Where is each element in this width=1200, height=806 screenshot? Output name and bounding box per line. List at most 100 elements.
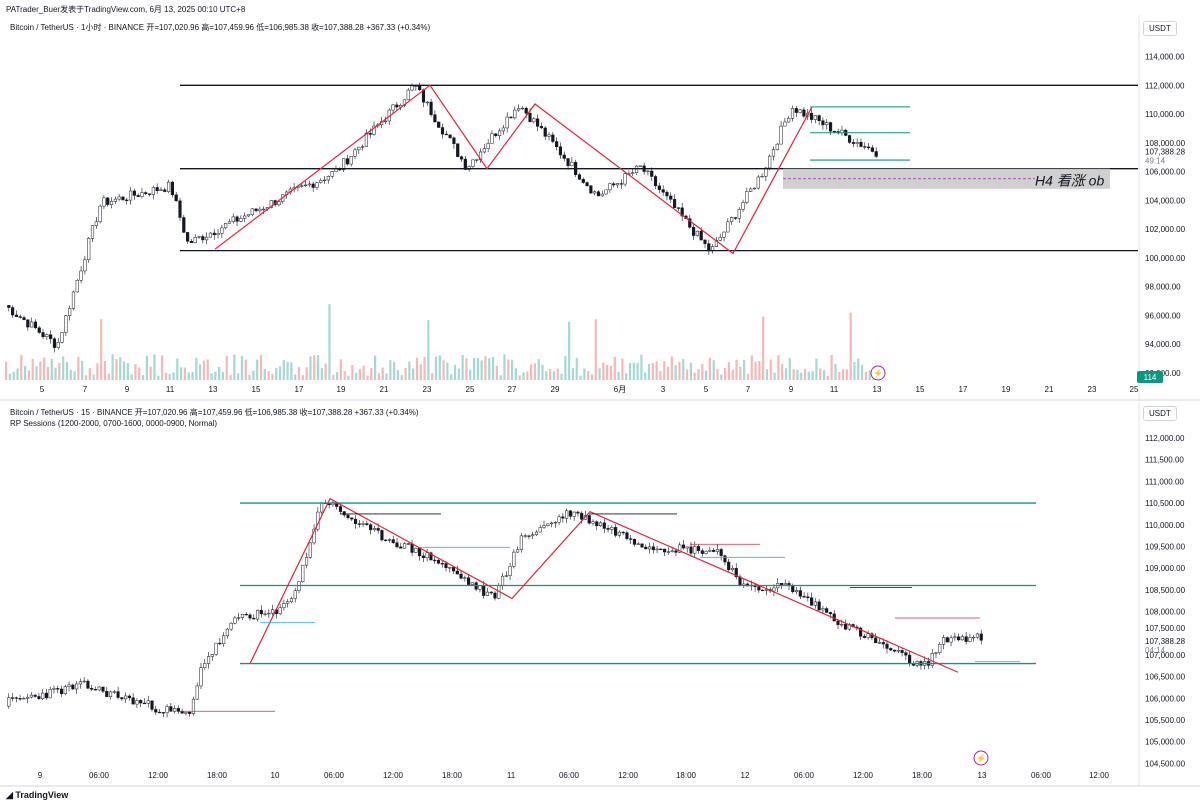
volume-bar	[518, 375, 521, 380]
panel2-candle	[757, 586, 761, 591]
panel2-candle	[708, 550, 712, 552]
volume-bar	[415, 357, 419, 380]
panel1-candle	[501, 127, 505, 132]
panel1-candle	[395, 104, 399, 108]
panel1-candle	[60, 332, 64, 343]
panel1-candle	[262, 208, 266, 211]
panel1-y-tick: 96,000.00	[1145, 311, 1181, 320]
panel2-candle	[289, 598, 294, 603]
panel2-candle	[52, 688, 56, 690]
volume-bar	[5, 361, 8, 380]
panel1-currency-button[interactable]: USDT	[1143, 21, 1177, 36]
volume-bar	[864, 371, 867, 380]
panel2-candle	[391, 539, 395, 543]
panel1-y-tick: 100,000.00	[1145, 254, 1186, 263]
panel1-candle	[109, 201, 114, 205]
panel1-y-tick: 108,000.00	[1145, 139, 1186, 148]
panel1-candle	[741, 202, 745, 210]
volume-bar	[164, 372, 167, 380]
panel2-x-tick: 18:00	[442, 771, 463, 780]
volume-bar	[153, 354, 156, 380]
panel1-candle-series	[7, 82, 878, 353]
panel1-candle	[429, 101, 433, 115]
panel1-candle	[315, 182, 319, 188]
panel1-candle	[581, 179, 585, 183]
volume-bar	[545, 371, 548, 380]
panel1-candle	[174, 194, 178, 202]
volume-bar	[514, 368, 517, 380]
volume-bar	[362, 365, 365, 380]
volume-bar	[141, 375, 145, 380]
volume-bar	[708, 357, 712, 380]
panel1-candle	[730, 217, 734, 223]
volume-bar	[644, 372, 647, 380]
panel1-candle	[186, 232, 190, 242]
volume-bar	[408, 361, 411, 380]
volume-bar	[446, 362, 449, 380]
panel1-candle	[585, 182, 589, 187]
volume-bar	[659, 371, 662, 380]
panel2-x-tick: 18:00	[207, 771, 228, 780]
panel1-candle	[828, 122, 833, 132]
panel1-candle	[608, 183, 612, 191]
panel2-candle	[957, 636, 961, 641]
panel2-candle	[199, 667, 203, 687]
volume-bar	[183, 367, 187, 380]
panel2-candle	[142, 702, 147, 705]
panel2-x-tick: 9	[38, 771, 43, 780]
volume-bar	[476, 358, 479, 380]
volume-bar	[670, 356, 673, 380]
panel2-candle	[108, 691, 113, 698]
panel2-candle	[504, 575, 508, 577]
panel1-candle	[14, 314, 18, 317]
panel1-x-tick: 17	[959, 385, 968, 394]
panel2-candle	[813, 601, 817, 606]
volume-bar	[739, 366, 742, 380]
panel1-candle	[45, 334, 49, 337]
panel1-candle	[703, 239, 707, 244]
panel2-candle	[798, 590, 802, 597]
panel1-candle	[513, 109, 517, 119]
panel2-candle	[75, 683, 79, 690]
panel2-currency-button[interactable]: USDT	[1143, 406, 1177, 421]
panel1-candle	[94, 221, 98, 226]
panel2-candle	[327, 503, 331, 506]
panel2-candle	[557, 516, 561, 523]
panel1-candle	[52, 338, 57, 348]
volume-bar	[579, 375, 582, 380]
panel2-candle	[791, 585, 795, 593]
panel1-candle	[832, 130, 836, 133]
panel1-candle	[463, 158, 467, 170]
panel1-candle	[448, 134, 452, 139]
volume-bar	[107, 373, 110, 380]
panel1-candle	[524, 107, 528, 114]
panel1-candle	[342, 158, 346, 171]
volume-bar	[111, 354, 114, 380]
volume-bar	[12, 371, 15, 380]
panel2-candle	[37, 696, 41, 699]
panel1-candle	[106, 197, 110, 205]
volume-bar	[815, 358, 818, 380]
panel1-candle	[779, 125, 783, 145]
panel1-candle	[159, 189, 163, 191]
volume-bar	[628, 363, 632, 380]
lightning-glyph: ⚡	[873, 368, 883, 378]
volume-bar	[214, 371, 217, 380]
volume-bar	[187, 372, 190, 380]
volume-bar	[510, 359, 514, 380]
volume-bar	[663, 361, 666, 380]
volume-bar	[218, 367, 221, 380]
panel2-candle	[97, 686, 101, 691]
panel2-candle	[553, 521, 557, 524]
panel1-candle	[851, 142, 855, 144]
panel2-candle	[512, 551, 516, 567]
panel1-candle	[49, 334, 53, 340]
volume-bar	[103, 361, 107, 380]
indicator-label[interactable]: RP Sessions (1200-2000, 0700-1600, 0000-…	[10, 419, 218, 428]
panel2-candle	[700, 550, 704, 554]
panel2-candle	[640, 543, 644, 548]
panel2-candle	[542, 525, 546, 528]
panel1-candle	[783, 121, 787, 127]
volume-bar	[46, 367, 50, 380]
